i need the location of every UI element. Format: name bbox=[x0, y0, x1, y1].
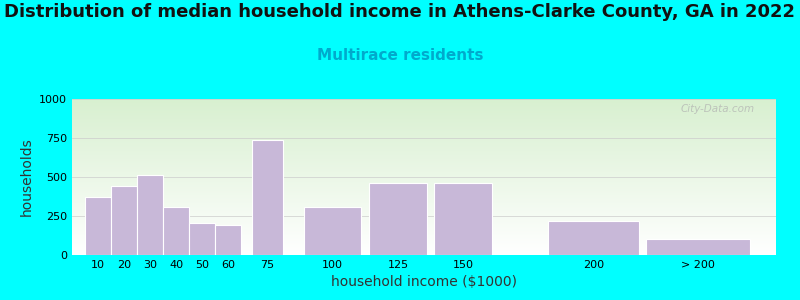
Bar bbox=[304, 207, 362, 255]
Bar bbox=[111, 186, 137, 255]
Bar bbox=[163, 207, 190, 255]
Text: City-Data.com: City-Data.com bbox=[681, 104, 755, 114]
Bar bbox=[190, 223, 215, 255]
Text: Distribution of median household income in Athens-Clarke County, GA in 2022: Distribution of median household income … bbox=[5, 3, 795, 21]
Bar bbox=[370, 183, 426, 255]
Bar bbox=[646, 239, 750, 255]
Text: Multirace residents: Multirace residents bbox=[317, 48, 483, 63]
Bar bbox=[252, 140, 283, 255]
Bar bbox=[434, 183, 492, 255]
Y-axis label: households: households bbox=[19, 138, 34, 216]
Bar bbox=[215, 225, 242, 255]
Bar bbox=[548, 221, 639, 255]
Bar bbox=[85, 197, 111, 255]
Bar bbox=[137, 176, 163, 255]
X-axis label: household income ($1000): household income ($1000) bbox=[331, 275, 517, 290]
